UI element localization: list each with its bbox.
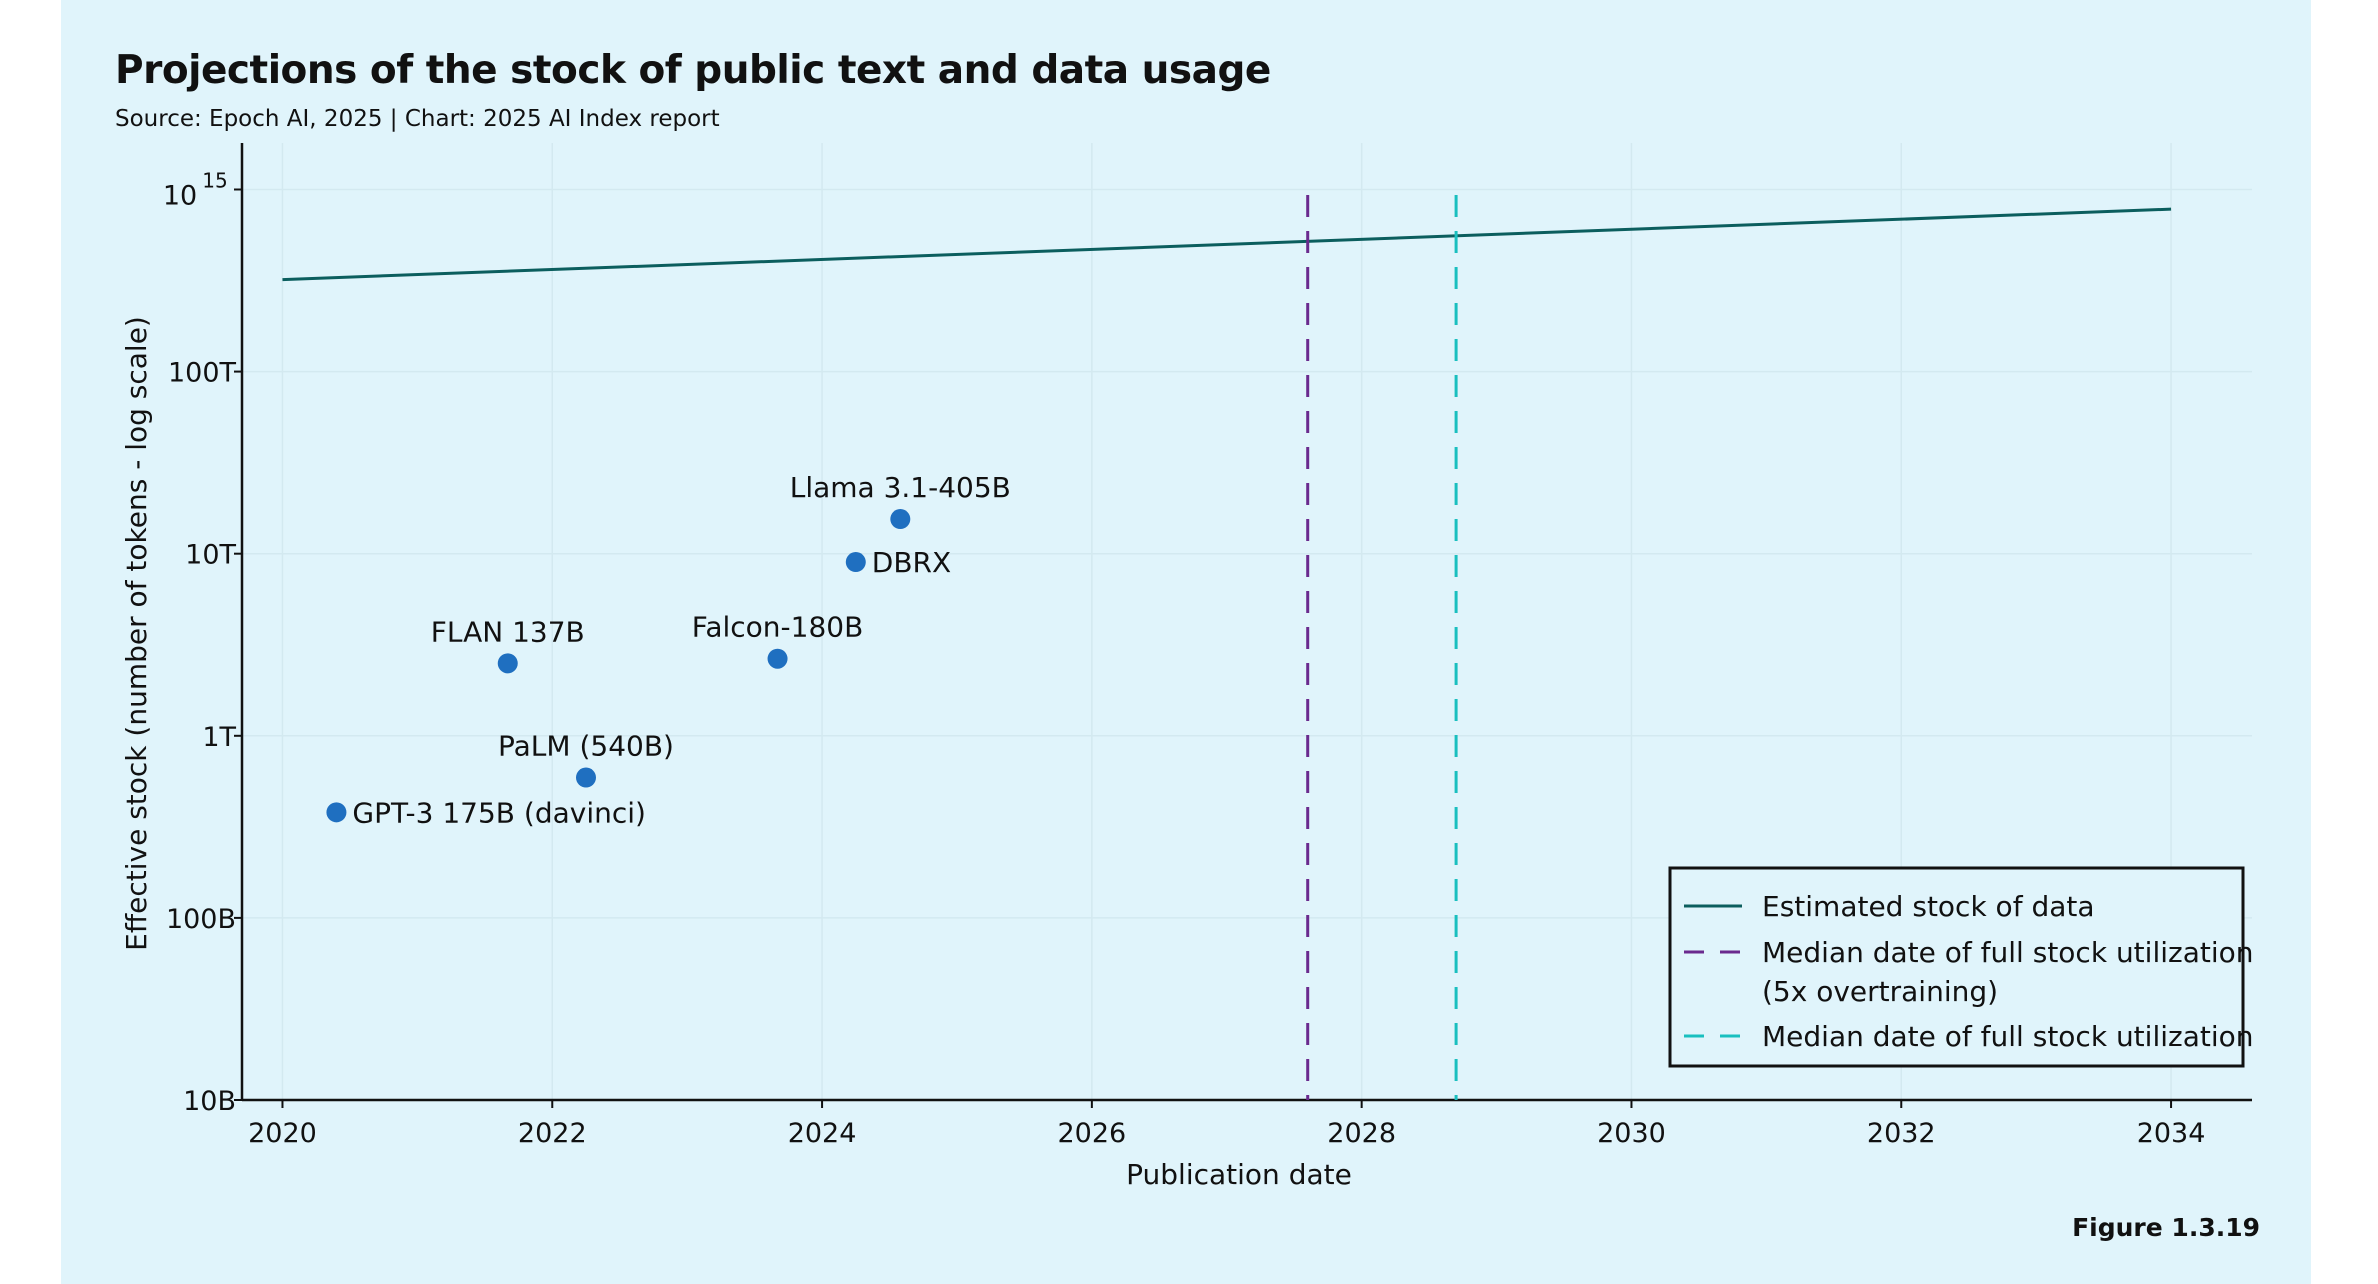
reference-lines [1306,195,1458,1100]
legend-label: Median date of full stock utilization [1762,936,2254,969]
model-point [326,802,347,823]
model-point-label: Falcon-180B [692,611,864,644]
legend-box [1668,866,2245,1068]
stock-series-line [282,207,2172,282]
y-tick-label: 100B [166,904,236,935]
legend-label: Median date of full stock utilization [1762,1020,2254,1053]
legend-label: Estimated stock of data [1762,890,2095,923]
y-axis-title: Effective stock (number of tokens - log … [120,316,153,951]
x-tick-label: 2024 [788,1118,857,1149]
model-point-label: FLAN 137B [431,615,585,648]
axes: 2020 2022 2024 2026 2028 2030 2032 2034 10B 100B 1… [120,143,2252,1191]
x-tick-label: 2032 [1867,1118,1936,1149]
model-point-label: Llama 3.1-405B [790,471,1011,504]
x-axis-title: Publication date [1126,1158,1352,1191]
x-tick-label: 2026 [1058,1118,1127,1149]
x-tick-label: 2022 [518,1118,587,1149]
legend-label-line2: (5x overtraining) [1762,975,1998,1008]
y-tick-label: 10 [163,180,197,211]
y-tick-label: 10T [185,540,236,571]
model-point [575,767,596,788]
model-point [890,509,911,530]
y-tick-label: 1T [202,722,236,753]
model-point-label: PaLM (540B) [498,730,674,763]
x-tick-label: 2030 [1597,1118,1666,1149]
chart-source: Source: Epoch AI, 2025 | Chart: 2025 AI … [115,106,720,132]
y-tick-label: 10B [183,1086,236,1117]
chart-panel [61,0,2311,1284]
model-point [845,552,866,573]
figure-label: Figure 1.3.19 [2072,1213,2260,1242]
series [282,207,2172,282]
data-points: GPT-3 175B (davinci) FLAN 137B PaLM (540B)… [326,471,1011,829]
y-tick-label-exponent: 15 [202,168,227,192]
model-point-label: DBRX [872,546,951,579]
legend: Estimated stock of data Median date of fu… [1668,866,2254,1068]
x-tick-label: 2028 [1327,1118,1396,1149]
model-point-label: GPT-3 175B (davinci) [352,796,646,829]
chart-title: Projections of the stock of public text … [115,48,1271,93]
x-tick-label: 2020 [248,1118,317,1149]
y-tick-label: 100T [168,358,237,389]
model-point [767,648,788,669]
model-point [497,653,518,674]
x-tick-label: 2034 [2137,1118,2206,1149]
